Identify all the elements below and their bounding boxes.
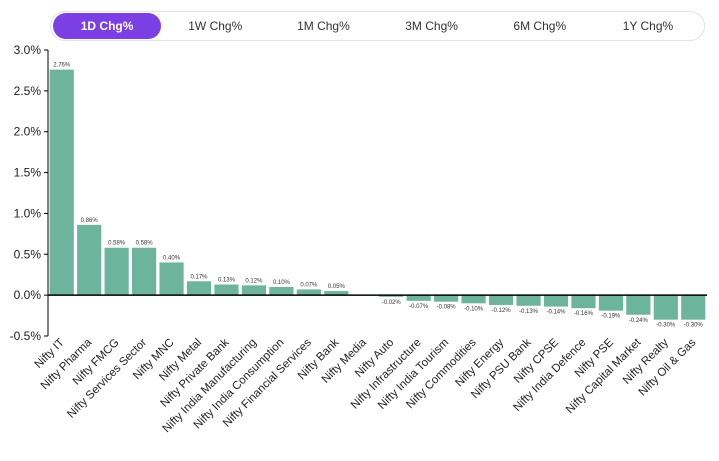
data-label: 0.58% — [108, 241, 126, 247]
y-tick-label: 0.5% — [14, 247, 42, 261]
bar — [626, 295, 651, 315]
bar — [49, 69, 74, 296]
bar — [241, 285, 267, 296]
data-label: 0.05% — [328, 284, 346, 290]
tab-1y-change[interactable]: 1Y Chg% — [622, 19, 674, 33]
data-label: -0.30% — [656, 323, 676, 329]
bar — [681, 295, 706, 320]
y-tick-label: 2.0% — [14, 125, 42, 139]
bar — [186, 281, 212, 296]
data-label: -0.24% — [629, 318, 649, 324]
bar — [159, 262, 184, 296]
bar — [543, 295, 569, 307]
data-label: -0.07% — [409, 304, 429, 310]
data-label: -0.10% — [464, 306, 484, 312]
bar — [104, 247, 129, 296]
y-tick-label: 3.0% — [14, 43, 42, 57]
bar — [653, 295, 678, 320]
data-label: -0.08% — [437, 305, 457, 311]
data-label: -0.14% — [546, 310, 566, 316]
bar — [77, 224, 102, 296]
data-label: 0.12% — [245, 278, 263, 284]
y-tick-label: 2.5% — [14, 84, 42, 98]
data-label: -0.12% — [492, 308, 512, 314]
tab-3m-change[interactable]: 3M Chg% — [405, 19, 458, 33]
data-label: 2.76% — [53, 63, 71, 69]
data-label: 0.86% — [81, 218, 99, 224]
bar — [379, 295, 404, 297]
data-label: 0.10% — [273, 280, 291, 286]
y-tick-label: -0.5% — [10, 329, 42, 343]
bar — [488, 295, 514, 305]
data-label: 0.07% — [300, 282, 318, 288]
tab-1w-change[interactable]: 1W Chg% — [188, 19, 243, 33]
bar — [571, 295, 596, 309]
bar — [132, 247, 157, 296]
data-label: 0.58% — [136, 241, 154, 247]
y-tick-label: 1.0% — [14, 206, 42, 220]
bar — [461, 295, 486, 304]
data-label: -0.16% — [574, 311, 594, 317]
bar — [214, 284, 239, 296]
bar — [434, 295, 459, 302]
bar — [269, 286, 294, 296]
period-tab-bar: 1D Chg% 1W Chg% 1M Chg% 3M Chg% 6M Chg% … — [50, 11, 705, 41]
y-tick-label: 0.0% — [14, 288, 42, 302]
bar — [598, 295, 623, 311]
tab-1d-change[interactable]: 1D Chg% — [53, 13, 162, 39]
data-label: 0.13% — [218, 278, 236, 284]
bar — [516, 295, 541, 306]
data-label: -0.02% — [382, 300, 402, 306]
tab-1m-change[interactable]: 1M Chg% — [297, 19, 350, 33]
bar — [406, 295, 431, 301]
data-label: -0.30% — [684, 323, 704, 329]
bar — [296, 289, 321, 296]
bar — [324, 291, 349, 296]
data-label: 0.40% — [163, 255, 181, 261]
data-label: -0.13% — [519, 309, 539, 315]
data-label: -0.19% — [601, 314, 621, 320]
tab-6m-change[interactable]: 6M Chg% — [513, 19, 567, 33]
y-tick-label: 1.5% — [14, 166, 42, 180]
data-label: 0.17% — [191, 274, 209, 280]
